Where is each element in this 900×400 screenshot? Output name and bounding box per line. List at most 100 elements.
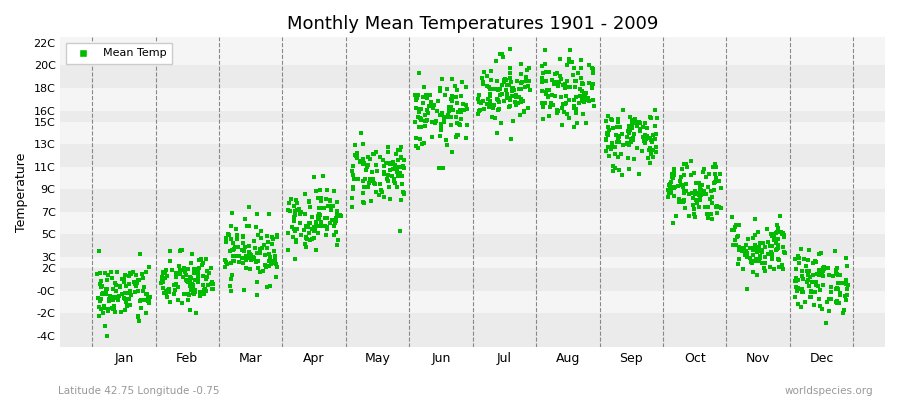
Bar — [60, 234, 885, 257]
Point — [425, 102, 439, 108]
Point — [193, 289, 207, 295]
Point — [347, 176, 362, 182]
Point — [764, 256, 778, 262]
Point — [511, 86, 526, 92]
Point — [366, 151, 381, 158]
Point — [791, 285, 806, 292]
Point — [557, 109, 572, 116]
Point — [158, 288, 173, 294]
Point — [741, 236, 755, 242]
Point — [550, 70, 564, 76]
Point — [558, 81, 572, 87]
Point — [292, 220, 307, 226]
Point — [256, 268, 270, 274]
Point — [301, 224, 315, 230]
Point — [682, 191, 697, 197]
Point — [386, 166, 400, 172]
Point — [578, 93, 592, 100]
Point — [554, 76, 568, 82]
Point — [562, 59, 577, 66]
Point — [792, 255, 806, 261]
Point — [128, 281, 142, 288]
Point — [548, 79, 562, 85]
Point — [547, 93, 562, 99]
Point — [262, 211, 276, 217]
Point — [570, 77, 584, 84]
Point — [241, 255, 256, 262]
Point — [286, 203, 301, 209]
Point — [282, 247, 296, 254]
Point — [200, 273, 214, 280]
Point — [459, 102, 473, 108]
Point — [684, 172, 698, 178]
Point — [183, 307, 197, 314]
Point — [364, 198, 379, 204]
Point — [693, 197, 707, 203]
Bar — [60, 37, 885, 43]
Point — [569, 106, 583, 112]
Point — [286, 234, 301, 240]
Point — [829, 269, 843, 276]
Point — [452, 121, 466, 128]
Point — [202, 270, 217, 276]
Point — [187, 266, 202, 272]
Point — [775, 231, 789, 237]
Point — [219, 264, 233, 270]
Point — [345, 204, 359, 210]
Point — [287, 218, 302, 224]
Point — [805, 279, 819, 285]
Point — [242, 249, 256, 255]
Y-axis label: Temperature: Temperature — [15, 152, 28, 232]
Point — [666, 184, 680, 190]
Point — [353, 159, 367, 165]
Point — [746, 258, 760, 264]
Point — [763, 249, 778, 255]
Point — [288, 207, 302, 214]
Point — [743, 244, 758, 251]
Point — [688, 190, 702, 196]
Point — [800, 279, 814, 285]
Point — [535, 63, 549, 70]
Point — [686, 195, 700, 202]
Point — [665, 174, 680, 180]
Point — [107, 309, 122, 315]
Point — [361, 162, 375, 169]
Point — [788, 278, 803, 285]
Point — [225, 210, 239, 216]
Point — [608, 132, 623, 138]
Point — [620, 128, 634, 134]
Point — [699, 211, 714, 218]
Point — [763, 264, 778, 270]
Point — [421, 103, 436, 110]
Point — [236, 240, 250, 246]
Point — [106, 303, 121, 309]
Point — [495, 51, 509, 58]
Point — [484, 67, 499, 74]
Point — [184, 251, 199, 258]
Point — [477, 68, 491, 75]
Point — [162, 286, 176, 293]
Point — [643, 160, 657, 166]
Point — [128, 289, 142, 295]
Point — [328, 217, 343, 224]
Point — [585, 84, 599, 90]
Point — [665, 175, 680, 182]
Point — [192, 257, 206, 263]
Point — [571, 70, 585, 77]
Point — [486, 105, 500, 112]
Point — [181, 291, 195, 297]
Point — [730, 234, 744, 240]
Point — [178, 269, 193, 275]
Point — [513, 99, 527, 105]
Point — [662, 186, 676, 193]
Point — [606, 168, 620, 174]
Point — [500, 82, 514, 88]
Point — [369, 189, 383, 195]
Point — [387, 176, 401, 182]
Point — [370, 168, 384, 174]
Point — [176, 291, 191, 297]
Point — [812, 296, 826, 302]
Point — [760, 251, 775, 257]
Point — [459, 84, 473, 90]
Bar — [60, 122, 885, 144]
